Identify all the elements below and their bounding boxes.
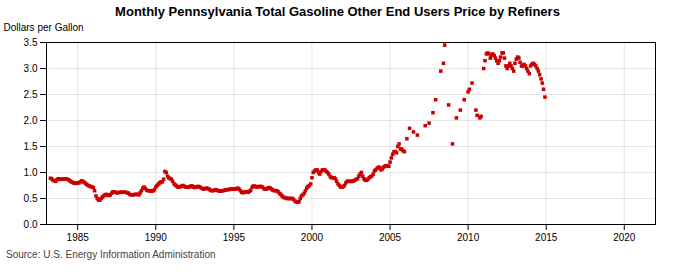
svg-text:2000: 2000 <box>301 232 324 243</box>
svg-text:Dollars per Gallon: Dollars per Gallon <box>4 22 84 33</box>
svg-text:2010: 2010 <box>457 232 480 243</box>
svg-text:1.0: 1.0 <box>24 167 38 178</box>
svg-text:0.5: 0.5 <box>24 193 38 204</box>
svg-text:1995: 1995 <box>223 232 246 243</box>
html-text:Monthly Pennsylvania Total Gas: Monthly Pennsylvania Total Gasoline Othe… <box>115 4 560 19</box>
svg-text:2.5: 2.5 <box>24 89 38 100</box>
svg-text:0.0: 0.0 <box>24 219 38 230</box>
html-text:Source: U.S. Energy Informatio: Source: U.S. Energy Information Administ… <box>6 249 216 260</box>
svg-text:3.5: 3.5 <box>24 37 38 48</box>
svg-text:2005: 2005 <box>379 232 402 243</box>
svg-text:3.0: 3.0 <box>24 63 38 74</box>
svg-text:2.0: 2.0 <box>24 115 38 126</box>
svg-text:1985: 1985 <box>67 232 90 243</box>
svg-text:1.5: 1.5 <box>24 141 38 152</box>
svg-text:1990: 1990 <box>145 232 168 243</box>
svg-text:2020: 2020 <box>613 232 636 243</box>
svg-text:2015: 2015 <box>535 232 558 243</box>
